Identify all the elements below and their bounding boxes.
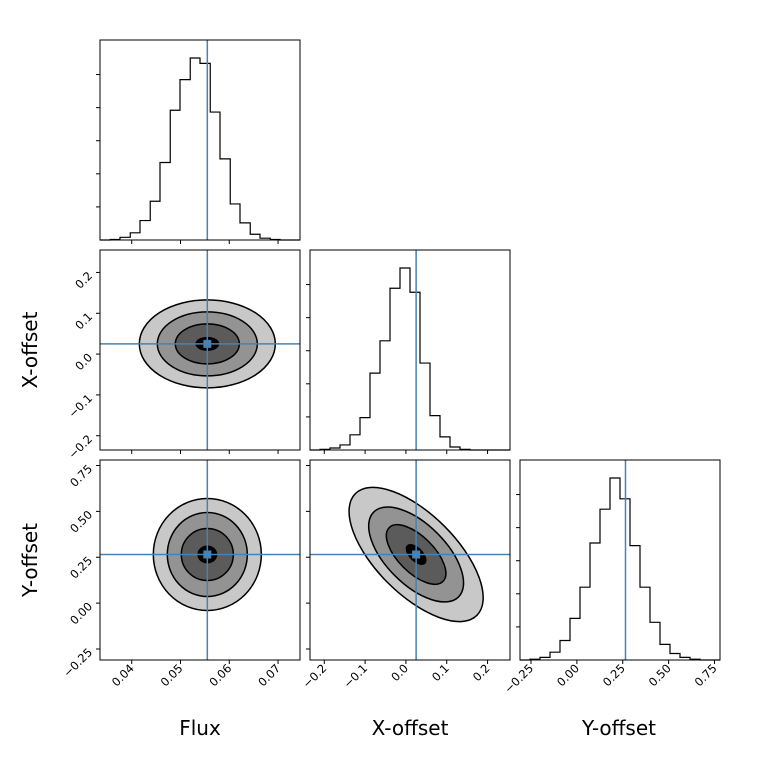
y-axis-title-y-offset: Y-offset bbox=[18, 523, 42, 598]
hist-y-offset-bin-14 bbox=[660, 644, 670, 660]
hist-x-offset-bin-6 bbox=[370, 373, 380, 450]
hist-x-offset-bin-10 bbox=[410, 292, 420, 450]
hist-x-offset-bin-12 bbox=[430, 416, 440, 450]
hist-x-offset-steps bbox=[310, 267, 510, 451]
contour-flux-vs-x-offset-ytick-label-3: 0.1 bbox=[72, 309, 95, 332]
hist-y-offset-bin-7 bbox=[590, 543, 600, 660]
hist-x-offset-bin-7 bbox=[380, 341, 390, 450]
contour-flux-vs-y-offset-xtick-label-3: 0.07 bbox=[255, 661, 283, 689]
hist-flux-bin-8 bbox=[180, 80, 190, 240]
hist-x-offset-bin-11 bbox=[420, 363, 430, 450]
hist-x-offset-bin-4 bbox=[350, 435, 360, 450]
hist-y-offset-bin-4 bbox=[560, 641, 570, 661]
hist-x-offset-bin-3 bbox=[340, 445, 350, 450]
contour-flux-vs-y-offset-ytick-label-0: −0.25 bbox=[60, 645, 95, 680]
hist-flux-bin-12 bbox=[220, 159, 230, 240]
hist-flux-bin-4 bbox=[140, 221, 150, 240]
contour-flux-vs-y-offset-xtick-label-2: 0.06 bbox=[206, 661, 234, 689]
hist-y-offset-bin-8 bbox=[600, 509, 610, 660]
hist-flux-bin-14 bbox=[240, 223, 250, 240]
contour-flux-vs-x-offset-ytick-label-0: −0.2 bbox=[65, 432, 95, 462]
contour-x-offset-vs-y-offset-xtick-label-3: 0.1 bbox=[429, 661, 452, 684]
contour-flux-vs-x-offset-ytick-label-2: 0.0 bbox=[72, 350, 95, 373]
contour-flux-vs-y-offset-truth-marker bbox=[203, 550, 212, 559]
x-axis-title-x-offset: X-offset bbox=[372, 716, 449, 740]
hist-flux-frame bbox=[99, 39, 301, 241]
hist-flux-panel bbox=[96, 39, 301, 244]
x-axis-title-flux: Flux bbox=[179, 716, 221, 740]
contour-x-offset-vs-y-offset-xtick-label-1: −0.1 bbox=[341, 661, 371, 691]
hist-flux-bin-5 bbox=[150, 201, 160, 240]
hist-x-offset-bin-13 bbox=[440, 437, 450, 450]
hist-flux-bin-9 bbox=[190, 58, 200, 240]
contour-flux-vs-y-offset-ytick-label-3: 0.50 bbox=[67, 508, 95, 536]
hist-y-offset-bin-6 bbox=[580, 587, 590, 660]
x-axis-title-y-offset: Y-offset bbox=[581, 716, 656, 740]
hist-flux-bin-7 bbox=[170, 110, 180, 240]
contour-flux-vs-y-offset-frame bbox=[99, 459, 301, 661]
contour-x-offset-vs-y-offset-frame bbox=[309, 459, 511, 661]
hist-y-offset-bin-5 bbox=[570, 618, 580, 660]
hist-flux-bin-11 bbox=[210, 112, 220, 240]
hist-y-offset-bin-13 bbox=[650, 622, 660, 660]
hist-y-offset-bin-11 bbox=[630, 546, 640, 660]
hist-y-offset-xtick-label-0: −0.25 bbox=[501, 661, 536, 696]
hist-y-offset-steps bbox=[520, 477, 720, 661]
contour-flux-vs-y-offset-ytick-label-1: 0.00 bbox=[67, 599, 95, 627]
hist-y-offset-xtick-label-3: 0.50 bbox=[646, 661, 674, 689]
contour-flux-vs-x-offset-ytick-label-1: −0.1 bbox=[65, 391, 95, 421]
hist-flux-bin-3 bbox=[130, 233, 140, 240]
contour-flux-vs-y-offset-xtick-label-1: 0.05 bbox=[158, 661, 186, 689]
hist-x-offset-bin-5 bbox=[360, 418, 370, 450]
hist-flux-bin-15 bbox=[250, 234, 260, 240]
hist-flux-bin-13 bbox=[230, 204, 240, 240]
contour-x-offset-vs-y-offset-xtick-label-2: 0.0 bbox=[388, 661, 411, 684]
hist-x-offset-panel bbox=[306, 249, 511, 454]
hist-flux-bin-6 bbox=[160, 163, 170, 240]
hist-x-offset-bin-9 bbox=[400, 268, 410, 450]
contour-x-offset-vs-y-offset-xtick-label-4: 0.2 bbox=[470, 661, 493, 684]
contour-x-offset-vs-y-offset-truth-marker bbox=[412, 550, 421, 559]
y-axis-title-x-offset: X-offset bbox=[18, 311, 42, 388]
hist-y-offset-frame bbox=[519, 459, 721, 661]
contour-x-offset-vs-y-offset-xtick-label-0: −0.2 bbox=[300, 661, 330, 691]
hist-flux-bin-10 bbox=[200, 63, 210, 240]
contour-flux-vs-x-offset-panel: −0.2 −0.1 0.0 0.1 0.2 bbox=[65, 249, 301, 462]
hist-y-offset-bin-9 bbox=[610, 478, 620, 660]
contour-flux-vs-x-offset-truth-marker bbox=[203, 339, 212, 348]
hist-x-offset-bin-8 bbox=[390, 288, 400, 450]
hist-y-offset-xtick-label-4: 0.75 bbox=[692, 661, 720, 689]
hist-y-offset-bin-3 bbox=[550, 652, 560, 660]
contour-flux-vs-x-offset-frame bbox=[99, 249, 301, 451]
panels: −0.25 0.00 0.25 0.50 0.75−0.2−0.10.00.10.20.… bbox=[60, 39, 721, 696]
contour-flux-vs-y-offset-ytick-label-4: 0.75 bbox=[67, 462, 95, 490]
hist-y-offset-panel: −0.25 0.00 0.25 0.50 0.75 bbox=[501, 459, 721, 696]
hist-y-offset-bin-12 bbox=[640, 587, 650, 660]
hist-y-offset-bin-15 bbox=[670, 654, 680, 661]
contour-flux-vs-y-offset-xtick-label-0: 0.04 bbox=[109, 661, 137, 689]
hist-x-offset-frame bbox=[309, 249, 511, 451]
hist-y-offset-xtick-label-1: 0.00 bbox=[554, 661, 582, 689]
contour-flux-vs-y-offset-ytick-label-2: 0.25 bbox=[67, 553, 95, 581]
contour-x-offset-vs-y-offset-panel: −0.2 −0.1 0.0 0.1 0.2 bbox=[300, 459, 511, 691]
contour-flux-vs-y-offset-panel: 0.04 0.05 0.06 0.07 −0.25 0.00 0.25 0.50 0.75 bbox=[60, 459, 301, 689]
hist-flux-steps bbox=[100, 57, 300, 241]
contour-flux-vs-x-offset-ytick-label-4: 0.2 bbox=[72, 269, 95, 292]
hist-y-offset-xtick-label-2: 0.25 bbox=[600, 661, 628, 689]
